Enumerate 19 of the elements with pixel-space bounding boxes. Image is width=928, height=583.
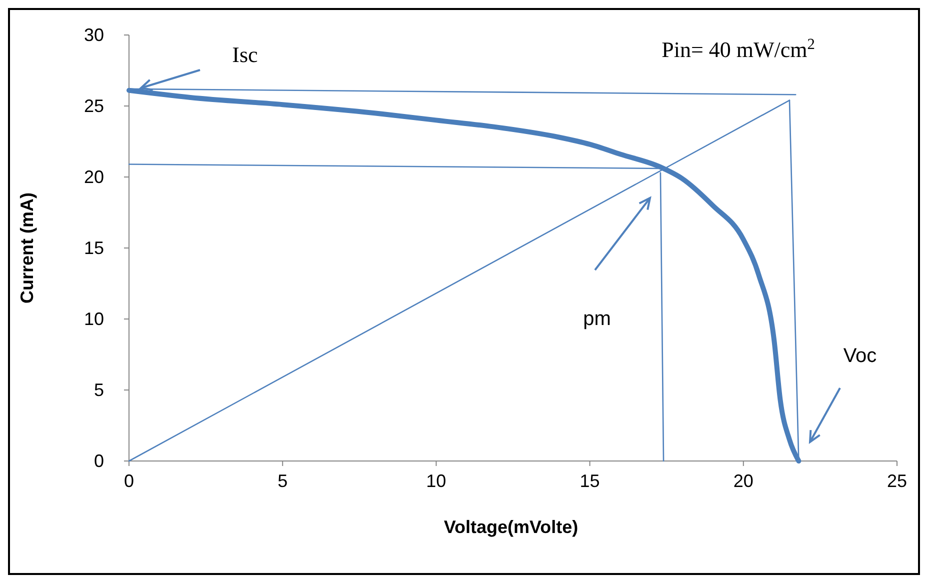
annotation: pm (583, 308, 611, 330)
annotation: Pin= 40 mW/cm$^{2}$ (662, 36, 815, 62)
x-axis-title: Voltage(mVolte) (444, 517, 578, 537)
y-axis-title: Current (mA) (17, 192, 37, 304)
y-tick-label: 10 (84, 309, 104, 329)
y-tick-label: 15 (84, 238, 104, 258)
y-tick-label: 30 (84, 25, 104, 45)
y-tick-label: 0 (94, 451, 104, 471)
x-tick-label: 10 (426, 471, 446, 491)
x-tick-label: 25 (886, 471, 908, 491)
x-tick-label: 0 (124, 471, 134, 491)
x-tick-label: 5 (278, 471, 288, 491)
y-tick-label: 25 (84, 96, 104, 116)
annotation: Voc (843, 345, 877, 367)
annotation: Isc (232, 42, 258, 67)
x-tick-label: 15 (580, 471, 600, 491)
y-tick-label: 5 (94, 380, 104, 400)
x-tick-label: 20 (733, 471, 754, 491)
y-tick-label: 20 (84, 167, 104, 187)
